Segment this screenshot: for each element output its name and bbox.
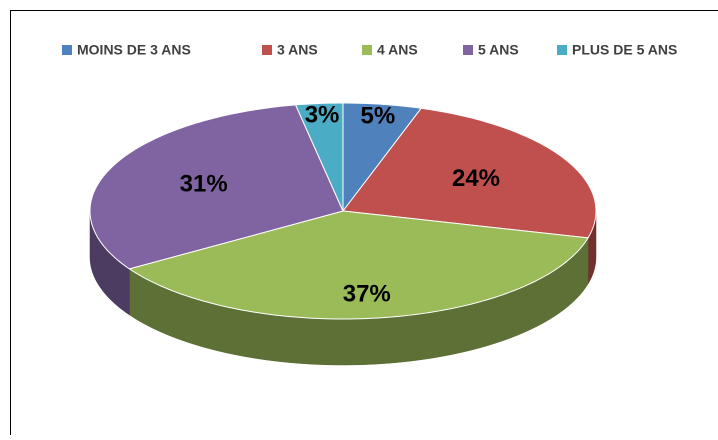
- legend-label: 4 ANS: [377, 42, 418, 58]
- legend-label: MOINS DE 3 ANS: [77, 42, 191, 58]
- data-label: 37%: [343, 280, 391, 307]
- legend-swatch: [362, 45, 372, 55]
- data-label: 5%: [360, 102, 395, 129]
- legend-label: 3 ANS: [277, 42, 318, 58]
- legend-label: 5 ANS: [478, 42, 519, 58]
- legend-swatch: [262, 45, 272, 55]
- legend-label: PLUS DE 5 ANS: [572, 42, 677, 58]
- legend-swatch: [463, 45, 473, 55]
- legend-swatch: [62, 45, 72, 55]
- data-label: 3%: [305, 102, 340, 129]
- data-label: 24%: [452, 165, 500, 192]
- legend-swatch: [557, 45, 567, 55]
- data-label: 31%: [180, 171, 228, 198]
